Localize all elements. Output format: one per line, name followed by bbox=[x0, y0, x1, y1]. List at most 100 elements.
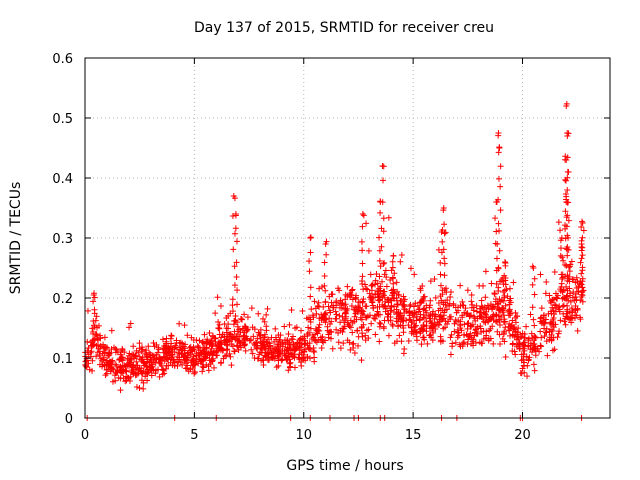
data-point bbox=[127, 320, 134, 327]
data-point bbox=[577, 259, 584, 266]
data-point bbox=[359, 211, 366, 217]
data-point bbox=[293, 324, 300, 331]
data-point bbox=[238, 316, 245, 323]
data-point bbox=[194, 342, 201, 349]
data-point bbox=[432, 294, 439, 301]
data-point bbox=[305, 344, 312, 351]
data-point bbox=[562, 176, 569, 183]
data-point bbox=[492, 215, 499, 222]
data-point bbox=[524, 373, 531, 380]
data-point bbox=[529, 349, 535, 356]
data-point bbox=[420, 322, 427, 329]
data-point bbox=[321, 272, 328, 279]
data-point bbox=[379, 294, 386, 301]
data-point bbox=[438, 249, 445, 256]
data-point bbox=[437, 259, 444, 266]
data-point bbox=[564, 252, 571, 259]
data-point bbox=[447, 293, 454, 300]
data-point bbox=[216, 340, 223, 347]
data-point bbox=[104, 366, 111, 373]
data-point bbox=[296, 356, 303, 363]
data-point bbox=[495, 307, 502, 314]
data-point bbox=[240, 339, 247, 346]
data-point bbox=[494, 241, 501, 248]
data-point bbox=[244, 314, 251, 321]
data-point bbox=[391, 270, 398, 277]
data-point bbox=[177, 339, 184, 346]
data-point bbox=[580, 227, 587, 234]
data-point bbox=[308, 335, 315, 342]
data-point bbox=[435, 321, 442, 328]
data-point bbox=[316, 285, 323, 292]
data-point bbox=[268, 334, 275, 341]
data-point bbox=[550, 314, 557, 321]
data-point bbox=[191, 346, 198, 353]
data-point bbox=[229, 296, 236, 303]
data-point bbox=[442, 324, 449, 331]
data-point bbox=[468, 291, 475, 298]
data-point bbox=[401, 345, 408, 352]
data-point bbox=[231, 348, 238, 355]
data-point bbox=[349, 319, 356, 326]
data-point bbox=[358, 316, 365, 323]
data-point bbox=[547, 308, 554, 315]
data-point bbox=[552, 321, 559, 328]
data-point bbox=[441, 287, 448, 294]
data-point bbox=[206, 330, 213, 337]
data-point bbox=[138, 365, 145, 372]
data-point bbox=[223, 315, 230, 322]
data-point bbox=[523, 323, 530, 330]
data-point bbox=[493, 280, 500, 287]
data-point bbox=[143, 347, 150, 354]
data-point bbox=[150, 366, 157, 373]
data-point bbox=[531, 345, 538, 352]
data-point bbox=[327, 321, 334, 328]
data-point bbox=[136, 340, 143, 347]
data-point bbox=[142, 369, 149, 376]
data-point bbox=[448, 331, 455, 338]
data-point bbox=[496, 227, 503, 234]
data-point bbox=[320, 303, 327, 310]
data-point bbox=[227, 353, 234, 360]
x-tick-label: 20 bbox=[514, 428, 531, 443]
data-point bbox=[389, 258, 396, 265]
data-point bbox=[360, 321, 367, 328]
data-point bbox=[447, 334, 454, 341]
data-point bbox=[315, 299, 322, 306]
data-point bbox=[495, 220, 502, 227]
data-point bbox=[260, 362, 267, 369]
data-point bbox=[521, 369, 528, 376]
data-point bbox=[375, 311, 382, 318]
data-point bbox=[544, 352, 551, 359]
data-point bbox=[316, 315, 323, 322]
data-point bbox=[527, 311, 534, 318]
data-point bbox=[271, 338, 278, 345]
data-point bbox=[277, 350, 284, 357]
data-point bbox=[130, 343, 137, 350]
data-point bbox=[283, 357, 290, 364]
data-point bbox=[476, 313, 483, 320]
data-point bbox=[281, 323, 288, 330]
data-point bbox=[388, 267, 395, 274]
data-point bbox=[336, 312, 343, 319]
data-point bbox=[577, 314, 584, 321]
data-point bbox=[480, 315, 487, 322]
data-point bbox=[203, 362, 210, 369]
data-point bbox=[377, 321, 384, 328]
data-point bbox=[569, 276, 576, 283]
data-point bbox=[563, 199, 570, 205]
data-point bbox=[91, 306, 98, 313]
data-point bbox=[255, 310, 262, 317]
data-point bbox=[385, 310, 392, 317]
data-point bbox=[449, 340, 456, 347]
data-point bbox=[86, 366, 93, 373]
data-point bbox=[501, 272, 508, 279]
data-point bbox=[285, 350, 292, 357]
data-point bbox=[478, 329, 485, 336]
data-point bbox=[477, 323, 484, 330]
data-point bbox=[561, 261, 568, 268]
data-point bbox=[564, 186, 571, 193]
y-tick-label: 0.4 bbox=[52, 172, 73, 187]
data-point bbox=[396, 332, 403, 339]
data-point bbox=[308, 306, 315, 313]
